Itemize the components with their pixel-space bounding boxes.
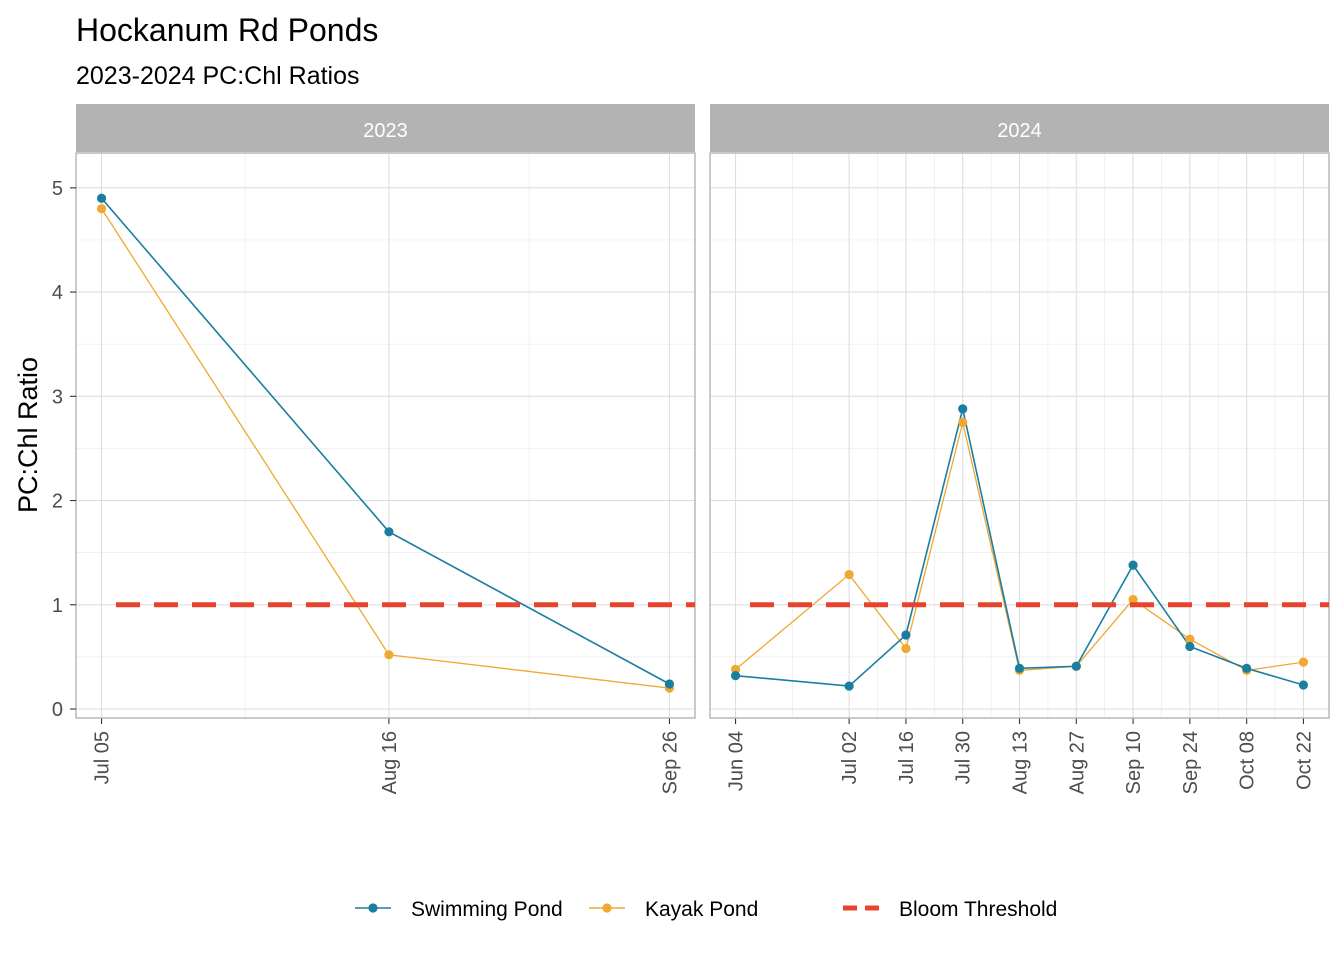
data-point-swimming-pond — [1128, 560, 1138, 570]
data-point-kayak-pond — [1185, 634, 1195, 644]
legend-item-bloom-threshold: Bloom Threshold — [843, 898, 1057, 921]
x-tick-label: Aug 27 — [1066, 731, 1088, 794]
y-tick-label: 5 — [52, 178, 63, 200]
panel-border — [75, 152, 696, 719]
y-tick-label: 4 — [52, 282, 63, 304]
panel-border — [709, 152, 1330, 719]
data-point-swimming-pond — [1298, 680, 1309, 690]
data-point-swimming-pond — [664, 679, 675, 689]
data-point-swimming-pond — [730, 671, 741, 681]
series-line-swimming-pond — [100, 197, 670, 685]
series-line-kayak-pond — [735, 422, 1304, 672]
y-axis: 0 1 2 3 4 5 — [52, 178, 76, 721]
panel-strip — [76, 104, 695, 152]
legend-label-bloom-threshold: Bloom Threshold — [899, 898, 1057, 921]
y-axis-label: PC:Chl Ratio — [13, 357, 43, 513]
y-tick-label: 3 — [52, 386, 63, 408]
legend-item-swimming-pond: Swimming Pond — [355, 898, 563, 921]
panel-2024: 2024 Jun 04 Jul 02 Jul 16 Jul 30 Aug 13 Aug 27… — [709, 104, 1330, 794]
x-tick-label: Jul 30 — [953, 731, 975, 784]
x-tick-label: Oct 08 — [1237, 731, 1259, 790]
legend-item-kayak-pond: Kayak Pond — [589, 898, 758, 921]
series-line-swimming-pond — [735, 408, 1304, 687]
x-tick-label: Sep 24 — [1180, 731, 1202, 794]
legend-key-dot-swimming-pond — [368, 903, 378, 913]
data-point-kayak-pond — [96, 204, 107, 214]
legend: Swimming Pond Kayak Pond Bloom Threshold — [355, 898, 1057, 921]
data-point-swimming-pond — [96, 193, 107, 203]
data-point-swimming-pond — [1071, 661, 1081, 671]
y-tick-label: 2 — [52, 491, 63, 513]
data-point-kayak-pond — [901, 643, 911, 654]
x-tick-label: Aug 16 — [379, 731, 401, 794]
x-tick-label: Jul 16 — [896, 731, 918, 784]
data-point-kayak-pond — [1128, 594, 1138, 605]
data-point-swimming-pond — [844, 681, 854, 691]
data-point-kayak-pond — [958, 417, 968, 427]
y-tick-label: 1 — [52, 595, 63, 617]
chart-subtitle: 2023-2024 PC:Chl Ratios — [76, 62, 360, 90]
legend-label-kayak-pond: Kayak Pond — [645, 898, 758, 921]
x-tick-label: Jul 05 — [92, 731, 114, 784]
panel-strip-label: 2023 — [363, 120, 408, 142]
y-tick-label: 0 — [52, 699, 63, 721]
data-point-kayak-pond — [384, 650, 394, 660]
data-point-swimming-pond — [1242, 663, 1252, 673]
chart-title: Hockanum Rd Ponds — [76, 12, 378, 48]
panel-strip-label: 2024 — [997, 120, 1042, 142]
data-point-swimming-pond — [1185, 641, 1195, 652]
chart-panels: 2023 Jul 05 Aug 16 Sep 26 2024 Jun 04 Jul 02 Ju… — [75, 104, 1330, 794]
x-tick-label: Jun 04 — [726, 731, 748, 791]
x-tick-label: Jul 02 — [839, 731, 861, 784]
data-point-swimming-pond — [1014, 663, 1025, 673]
x-tick-label: Oct 22 — [1293, 731, 1315, 790]
data-point-kayak-pond — [844, 569, 854, 580]
legend-label-swimming-pond: Swimming Pond — [411, 898, 563, 921]
x-tick-label: Aug 13 — [1010, 731, 1032, 794]
data-point-swimming-pond — [384, 527, 394, 537]
panel-2023: 2023 Jul 05 Aug 16 Sep 26 — [75, 104, 696, 794]
data-point-kayak-pond — [1298, 657, 1309, 667]
data-point-swimming-pond — [958, 404, 968, 414]
legend-key-dot-kayak-pond — [602, 903, 612, 913]
panel-strip — [710, 104, 1329, 152]
x-tick-label: Sep 10 — [1123, 731, 1145, 794]
x-tick-label: Sep 26 — [659, 731, 681, 794]
data-point-swimming-pond — [901, 630, 911, 640]
